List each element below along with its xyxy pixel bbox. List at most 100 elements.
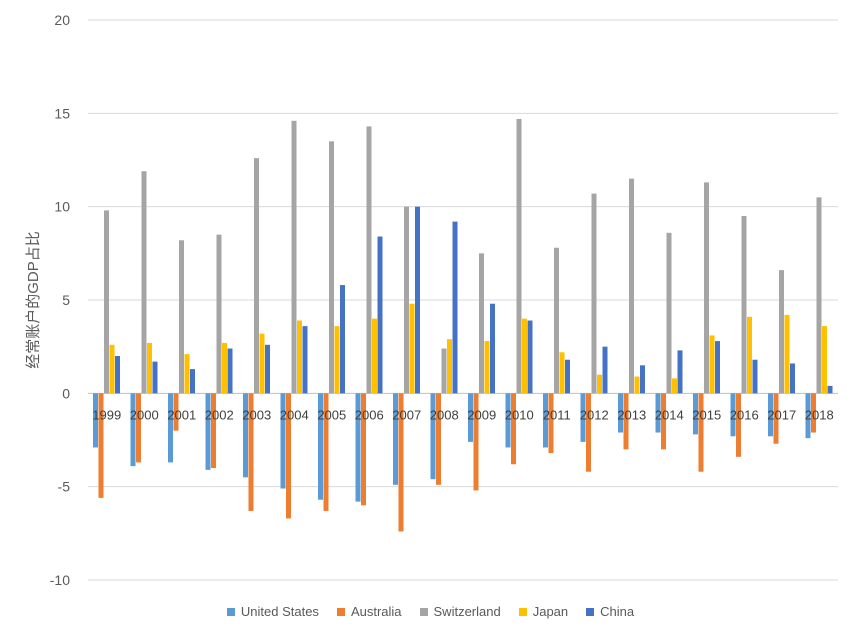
bar-switzerland-2005: [329, 141, 334, 394]
bar-switzerland-2017: [779, 270, 784, 394]
legend-label: Switzerland: [433, 604, 501, 619]
bar-japan-2011: [559, 352, 565, 394]
bar-switzerland-2015: [704, 182, 709, 394]
bar-united-states-2003: [243, 393, 248, 478]
x-category-label: 2012: [580, 407, 609, 422]
bar-japan-2006: [372, 318, 377, 394]
x-category-label: 2017: [767, 407, 796, 422]
bar-japan-2007: [409, 303, 415, 394]
bar-united-states-2009: [468, 393, 473, 442]
bar-switzerland-1999: [104, 210, 109, 394]
bar-united-states-2015: [693, 393, 698, 435]
gridlines: [88, 19, 838, 581]
bar-united-states-2010: [505, 393, 511, 448]
legend-item: Switzerland: [419, 604, 501, 619]
bar-australia-2001: [173, 393, 179, 431]
bar-united-states-2012: [580, 393, 586, 442]
bar-united-states-2006: [355, 393, 361, 502]
bar-united-states-2014: [655, 393, 661, 433]
bar-china-2007: [415, 206, 420, 394]
bar-switzerland-2013: [629, 178, 634, 394]
bar-switzerland-2009: [479, 253, 484, 394]
bar-united-states-2011: [543, 393, 548, 448]
bar-switzerland-2004: [291, 120, 297, 394]
x-category-label: 1999: [92, 407, 121, 422]
bar-australia-2000: [136, 393, 141, 463]
bar-united-states-2004: [280, 393, 286, 489]
bar-switzerland-2011: [554, 247, 559, 394]
bar-china-2015: [715, 341, 720, 394]
bar-china-2002: [227, 348, 233, 394]
bar-china-2010: [527, 320, 533, 394]
bar-japan-2018: [822, 326, 827, 394]
y-axis-ticks: -10 -5 0 5 10 15 20: [50, 12, 70, 588]
bar-japan-2010: [522, 318, 527, 394]
x-category-label: 2014: [655, 407, 684, 422]
legend-label: China: [600, 604, 635, 619]
bar-china-2012: [602, 346, 608, 394]
bar-japan-2009: [484, 341, 490, 394]
bar-china-2008: [452, 221, 458, 394]
bar-australia-2002: [211, 393, 216, 468]
bar-switzerland-2014: [666, 232, 672, 394]
bar-australia-2008: [436, 393, 441, 485]
x-category-label: 2005: [317, 407, 346, 422]
x-category-label: 2006: [355, 407, 384, 422]
bar-japan-2000: [147, 342, 152, 394]
legend-label: Australia: [350, 604, 402, 619]
legend-item: China: [586, 604, 634, 619]
bar-switzerland-2006: [366, 126, 372, 394]
bar-china-2000: [152, 361, 158, 394]
bar-united-states-2016: [730, 393, 736, 437]
x-category-label: 2018: [805, 407, 834, 422]
bar-united-states-2001: [168, 393, 173, 463]
chart: -10 -5 0 5 10 15 20 1999 2000 2001 2002 2003 2004 20…: [25, 12, 838, 588]
bar-china-2003: [265, 344, 270, 394]
bar-japan-2008: [447, 339, 452, 394]
bar-japan-2003: [259, 333, 265, 394]
legend-swatch: [586, 607, 595, 616]
bar-china-2013: [640, 365, 645, 394]
bar-switzerland-2012: [591, 193, 597, 394]
bar-japan-2016: [747, 316, 752, 394]
bar-switzerland-2001: [179, 240, 184, 394]
x-category-label: 2015: [692, 407, 721, 422]
bar-australia-2005: [323, 393, 329, 511]
bar-united-states-2018: [805, 393, 811, 439]
x-category-label: 2000: [130, 407, 159, 422]
bar-china-2018: [827, 385, 833, 394]
legend: United States Australia Switzerland Japan Ch…: [0, 604, 861, 619]
y-axis-label: 经常账户的GDP占比: [25, 231, 42, 369]
y-tick-label: 10: [54, 199, 70, 215]
bar-switzerland-2002: [216, 234, 222, 394]
bar-switzerland-2003: [254, 158, 259, 394]
bar-australia-1999: [98, 393, 104, 498]
y-tick-label: -5: [58, 479, 71, 495]
x-category-label: 2002: [205, 407, 234, 422]
bar-united-states-2008: [430, 393, 436, 480]
bar-china-2004: [302, 326, 308, 394]
y-tick-label: -10: [50, 572, 70, 588]
x-category-label: 2008: [430, 407, 459, 422]
bar-switzerland-2007: [404, 206, 409, 394]
x-category-label: 2009: [467, 407, 496, 422]
legend-swatch: [336, 607, 345, 616]
bar-switzerland-2008: [441, 348, 447, 394]
bar-switzerland-2016: [741, 216, 747, 394]
bar-japan-1999: [109, 344, 115, 394]
x-category-label: 2011: [543, 407, 571, 422]
bar-united-states-2002: [205, 393, 211, 470]
legend-swatch: [419, 607, 428, 616]
bar-australia-2017: [773, 393, 779, 444]
bar-united-states-2005: [318, 393, 323, 500]
bar-united-states-2007: [393, 393, 398, 485]
bar-australia-2006: [361, 393, 366, 506]
bar-switzerland-2000: [141, 171, 147, 394]
bar-australia-2014: [661, 393, 666, 450]
bar-japan-2015: [709, 335, 715, 394]
bar-china-2017: [790, 363, 795, 394]
x-category-label: 2007: [392, 407, 421, 422]
bar-switzerland-2018: [816, 197, 822, 394]
y-tick-label: 5: [62, 292, 70, 308]
bar-japan-2014: [672, 378, 677, 394]
